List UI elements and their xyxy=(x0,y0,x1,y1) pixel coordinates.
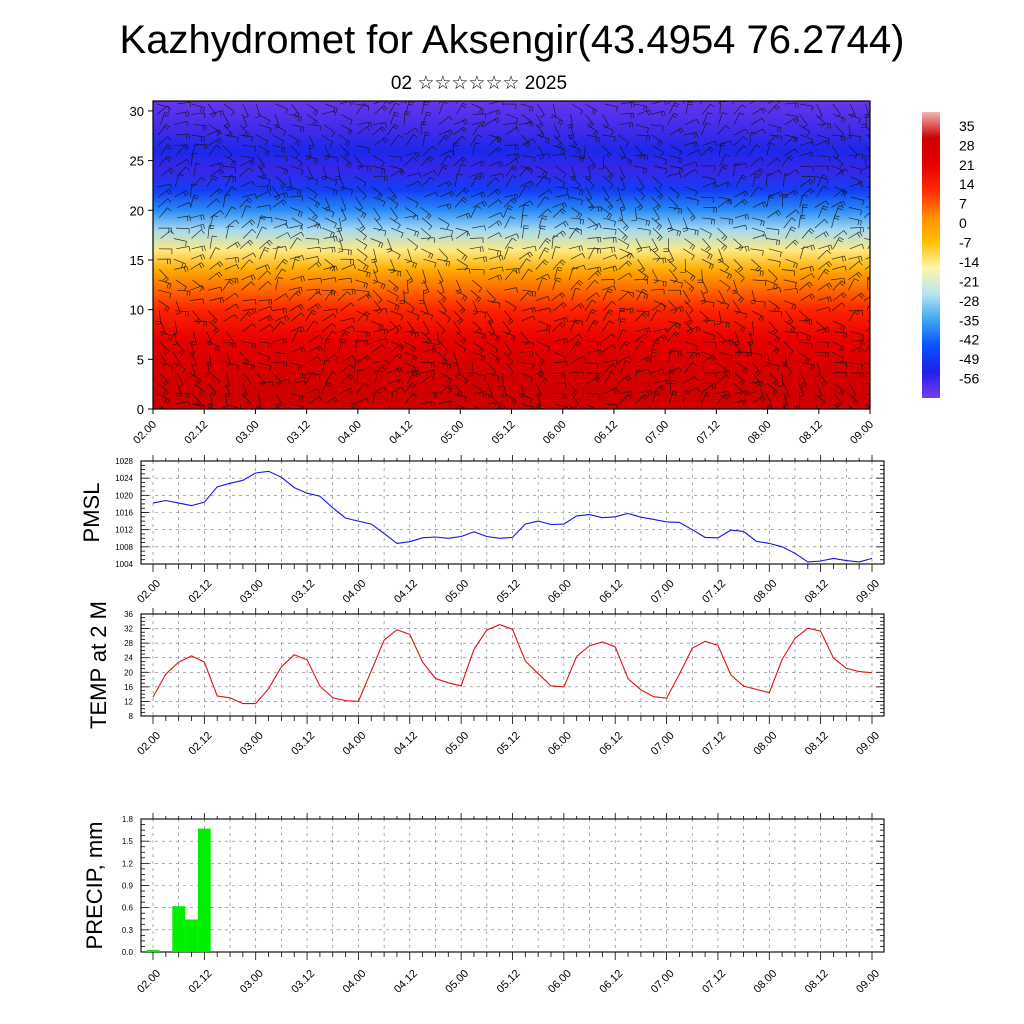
precip-chart: 0.0 0.3 0.6 0.9 1.2 1.5 1.8 02.00 02.12 03.00 03.1… xyxy=(82,813,885,996)
x-tick-label: 09.00 xyxy=(854,968,882,996)
y-tick-label: 20 xyxy=(130,203,144,218)
colorbar-label: 7 xyxy=(959,196,967,212)
plot-frame xyxy=(140,460,885,565)
precip-bar xyxy=(146,949,160,952)
y-tick-label: 8 xyxy=(129,712,134,721)
x-tick-label: 07.12 xyxy=(700,730,728,758)
temperature-colorbar: 35 28 21 14 7 0 -7 -14 -21 -28 -35 -42 -49 -56 xyxy=(922,112,979,398)
colorbar-label: 14 xyxy=(959,176,975,192)
plot-frame xyxy=(140,613,885,717)
grid xyxy=(141,460,884,565)
y-tick-label: 32 xyxy=(124,625,133,634)
y-tick-label: 1004 xyxy=(115,560,133,569)
colorbar-label: -56 xyxy=(959,371,979,387)
precip-bar xyxy=(185,919,198,952)
x-tick-label: 04.12 xyxy=(392,968,420,996)
y-tick-label: 10 xyxy=(130,303,144,318)
x-tick-label: 05.12 xyxy=(495,968,523,996)
y-tick-label: 28 xyxy=(124,639,133,648)
y-tick-label: 16 xyxy=(124,683,133,692)
x-tick-label: 09.00 xyxy=(854,730,882,758)
x-tick-label: 02.12 xyxy=(187,730,215,758)
grid xyxy=(141,818,884,953)
x-tick-label: 08.00 xyxy=(751,968,779,996)
x-tick-label: 05.00 xyxy=(443,730,471,758)
x-tick-label: 04.00 xyxy=(341,730,369,758)
colorbar-label: 35 xyxy=(959,118,975,134)
x-tick-label: 06.00 xyxy=(546,968,574,996)
y-tick-label: 25 xyxy=(130,154,144,169)
y-tick-label: 30 xyxy=(130,104,144,119)
precip-bar xyxy=(172,906,186,952)
x-tick-label: 07.00 xyxy=(649,730,677,758)
x-tick-label: 05.12 xyxy=(495,730,523,758)
colorbar-label: -7 xyxy=(959,235,972,251)
x-tick-label: 03.00 xyxy=(238,968,266,996)
y-tick-label: 24 xyxy=(124,654,133,663)
x-tick-label: 02.00 xyxy=(135,968,163,996)
colorbar-label: -49 xyxy=(959,351,979,367)
colorbar-label: -35 xyxy=(959,312,979,328)
x-tick-label: 03.12 xyxy=(289,730,317,758)
y-tick-label: 1.5 xyxy=(122,837,134,846)
colorbar-gradient xyxy=(922,112,940,398)
y-tick-label: 1028 xyxy=(115,457,133,466)
pmsl-series-line xyxy=(152,470,873,563)
wind-barbs xyxy=(155,101,870,409)
x-tick-label: 06.00 xyxy=(546,730,574,758)
x-tick-label: 05.00 xyxy=(443,968,471,996)
y-tick-label: 15 xyxy=(130,253,144,268)
y-tick-label: 0.6 xyxy=(122,904,134,913)
x-tick-label: 08.12 xyxy=(803,730,831,758)
x-tick-label: 07.12 xyxy=(700,968,728,996)
y-tick-label: 0.9 xyxy=(122,882,134,891)
precip-bar xyxy=(197,828,211,952)
x-tick-label: 04.12 xyxy=(392,730,420,758)
y-axis-label: PRECIP, mm xyxy=(82,822,107,950)
y-tick-label: 12 xyxy=(124,697,133,706)
y-tick-label: 1012 xyxy=(115,526,133,535)
x-tick-label: 02.12 xyxy=(187,968,215,996)
x-tick-label: 06.12 xyxy=(597,730,625,758)
colorbar-label: 0 xyxy=(959,215,967,231)
colorbar-label: -21 xyxy=(959,273,979,289)
x-tick-label: 06.12 xyxy=(597,968,625,996)
temp-2m-chart: 8 12 16 20 24 28 32 36 02.00 02.12 03.00 03.12 04.00… xyxy=(86,601,885,758)
y-tick-label: 1008 xyxy=(115,543,133,552)
x-tick-label: 08.12 xyxy=(803,968,831,996)
y-tick-label: 1.8 xyxy=(122,815,134,824)
y-tick-label: 20 xyxy=(124,668,133,677)
y-tick-label: 5 xyxy=(137,352,144,367)
y-tick-label: 1020 xyxy=(115,491,133,500)
x-tick-label: 02.00 xyxy=(135,730,163,758)
y-tick-label: 36 xyxy=(124,610,133,619)
x-tick-label: 03.00 xyxy=(238,730,266,758)
y-tick-label: 1016 xyxy=(115,509,133,518)
colorbar-label: 28 xyxy=(959,137,975,153)
x-tick-label: 04.00 xyxy=(341,968,369,996)
colorbar-label: -14 xyxy=(959,254,979,270)
plot-frame xyxy=(140,818,885,953)
temperature-field xyxy=(153,101,870,409)
chart-subtitle: 02 ☆☆☆☆☆☆ 2025 xyxy=(390,73,568,94)
y-tick-label: 0.3 xyxy=(122,926,134,935)
y-axis-label: PMSL xyxy=(79,483,104,543)
colorbar-label: 21 xyxy=(959,157,975,173)
y-tick-label: 1.2 xyxy=(122,859,134,868)
y-tick-label: 1024 xyxy=(115,474,133,483)
colorbar-label: -42 xyxy=(959,332,979,348)
y-axis-label: TEMP at 2 M xyxy=(86,601,111,729)
x-tick-label: 03.12 xyxy=(289,968,317,996)
temp-2m-series-line xyxy=(152,624,873,705)
x-tick-label: 08.00 xyxy=(751,730,779,758)
y-tick-label: 0.0 xyxy=(122,948,134,957)
x-tick-label: 07.00 xyxy=(649,968,677,996)
y-tick-label: 0 xyxy=(137,402,144,417)
colorbar-label: -28 xyxy=(959,293,979,309)
chart-title: Kazhydromet for Aksengir(43.4954 76.2744… xyxy=(119,18,905,62)
